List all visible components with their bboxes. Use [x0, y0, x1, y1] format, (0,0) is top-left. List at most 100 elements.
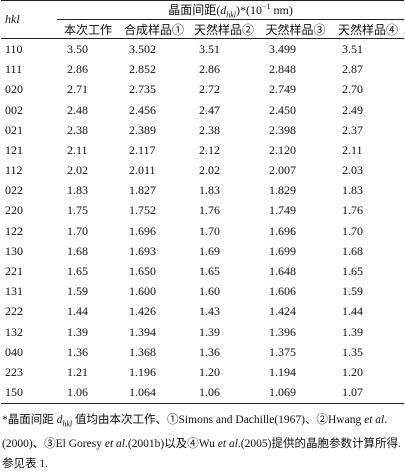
- value-cell: 2.120: [269, 142, 296, 157]
- footnote-text: .(2001b)以及④Wu: [124, 438, 218, 451]
- hkl-cell: 222: [5, 304, 23, 319]
- value-cell: 2.49: [342, 102, 363, 117]
- value-cell: 2.749: [269, 82, 296, 97]
- footnote-subscript: hkl: [62, 419, 72, 428]
- value-cell: 2.02: [67, 163, 88, 178]
- table-row: 220 1.75 1.752 1.76 1.749 1.76: [1, 201, 404, 221]
- value-cell: 1.76: [342, 203, 363, 218]
- group-symbol: d: [220, 3, 227, 17]
- hkl-cell: 040: [5, 344, 23, 359]
- hkl-label: hkl: [5, 12, 20, 27]
- value-cell: 3.50: [67, 41, 88, 56]
- hkl-cell: 020: [5, 82, 23, 97]
- hkl-header: hkl: [1, 0, 57, 40]
- value-cell: 2.02: [199, 163, 220, 178]
- footnote-text: et al: [364, 413, 385, 426]
- value-cell: 1.20: [342, 364, 363, 379]
- table-row: 112 2.02 2.011 2.02 2.007 2.03: [1, 161, 404, 181]
- group-text: 晶面间距(: [168, 3, 221, 17]
- group-subscript: hkl: [226, 10, 236, 20]
- hkl-cell: 150: [1, 382, 57, 404]
- value-cell: 2.007: [269, 163, 296, 178]
- hkl-cell: 223: [5, 364, 23, 379]
- value-cell: 1.606: [269, 284, 296, 299]
- footnote-text: et al: [217, 438, 238, 451]
- value-cell: 1.827: [129, 183, 156, 198]
- value-cell: 3.51: [342, 41, 363, 56]
- table-row: 130 1.68 1.693 1.69 1.699 1.68: [1, 241, 404, 261]
- value-cell: 1.70: [199, 223, 220, 238]
- value-cell: 1.39: [67, 324, 88, 339]
- value-cell: 1.65: [199, 264, 220, 279]
- value-cell: 1.394: [129, 324, 156, 339]
- hkl-cell: 002: [5, 102, 23, 117]
- column-header: 天然样品③: [259, 19, 332, 40]
- value-cell: 1.368: [129, 344, 156, 359]
- value-cell: 2.848: [269, 62, 296, 77]
- value-cell: 1.39: [199, 324, 220, 339]
- footnote-text: hkl: [62, 419, 73, 429]
- value-cell: 1.064: [119, 382, 189, 404]
- value-cell: 1.59: [342, 284, 363, 299]
- value-cell: 1.68: [342, 243, 363, 258]
- footnote-text: et al: [104, 438, 125, 451]
- value-cell: 1.75: [67, 203, 88, 218]
- group-text: )*(10: [235, 3, 262, 17]
- value-cell: 1.396: [269, 324, 296, 339]
- value-cell: 2.12: [199, 142, 220, 157]
- value-cell: 2.456: [129, 102, 156, 117]
- value-cell: 1.375: [269, 344, 296, 359]
- value-cell: 3.51: [199, 41, 220, 56]
- value-cell: 1.752: [129, 203, 156, 218]
- value-cell: 1.35: [342, 344, 363, 359]
- hkl-cell: 122: [5, 223, 23, 238]
- footnote: *晶面间距 dhkl 值均由本次工作、①Simons and Dachille(…: [2, 410, 403, 474]
- value-cell: 2.87: [342, 62, 363, 77]
- hkl-cell: 131: [5, 284, 23, 299]
- value-cell: 2.37: [342, 122, 363, 137]
- table-row: 111 2.86 2.852 2.86 2.848 2.87: [1, 60, 404, 80]
- hkl-cell: 130: [5, 243, 23, 258]
- value-cell: 1.196: [129, 364, 156, 379]
- table-row: 223 1.21 1.196 1.20 1.194 1.20: [1, 362, 404, 382]
- group-unit: nm): [270, 3, 293, 17]
- value-cell: 1.696: [269, 223, 296, 238]
- table-row: 040 1.36 1.368 1.36 1.375 1.35: [1, 342, 404, 362]
- value-cell: 1.65: [67, 264, 88, 279]
- value-cell: 1.650: [129, 264, 156, 279]
- table-row: 222 1.44 1.426 1.43 1.424 1.44: [1, 302, 404, 322]
- value-cell: 1.069: [259, 382, 332, 404]
- value-cell: 1.36: [199, 344, 220, 359]
- value-cell: 3.499: [269, 41, 296, 56]
- value-cell: 1.83: [342, 183, 363, 198]
- value-cell: 1.600: [129, 284, 156, 299]
- column-header-row: 本次工作 合成样品① 天然样品② 天然样品③ 天然样品④: [1, 19, 405, 40]
- value-cell: 1.699: [269, 243, 296, 258]
- value-cell: 1.70: [67, 223, 88, 238]
- value-cell: 2.117: [129, 142, 156, 157]
- value-cell: 1.39: [342, 324, 363, 339]
- group-superscript: −1: [261, 2, 271, 11]
- value-cell: 1.44: [67, 304, 88, 319]
- table-row: 121 2.11 2.117 2.12 2.120 2.11: [1, 140, 404, 160]
- group-header: 晶面间距(dhkl)*(10−1 nm): [57, 0, 405, 21]
- hkl-cell: 110: [5, 41, 23, 56]
- value-cell: 1.693: [129, 243, 156, 258]
- hkl-cell: 132: [5, 324, 23, 339]
- footnote-text: .(2005)提供的晶胞参数计算所得. 参见表 1.: [2, 438, 401, 471]
- column-header: 天然样品②: [189, 19, 259, 40]
- value-cell: 1.07: [332, 382, 405, 404]
- table-row: 132 1.39 1.394 1.39 1.396 1.39: [1, 322, 404, 342]
- table-row: 221 1.65 1.650 1.65 1.648 1.65: [1, 261, 404, 281]
- table-row: 131 1.59 1.600 1.60 1.606 1.59: [1, 282, 404, 302]
- value-cell: 2.03: [342, 163, 363, 178]
- value-cell: 1.829: [269, 183, 296, 198]
- value-cell: 2.11: [342, 142, 363, 157]
- value-cell: 1.69: [199, 243, 220, 258]
- value-cell: 1.696: [129, 223, 156, 238]
- value-cell: 2.11: [67, 142, 88, 157]
- table-row: 122 1.70 1.696 1.70 1.696 1.70: [1, 221, 404, 241]
- value-cell: 1.426: [129, 304, 156, 319]
- value-cell: 2.38: [199, 122, 220, 137]
